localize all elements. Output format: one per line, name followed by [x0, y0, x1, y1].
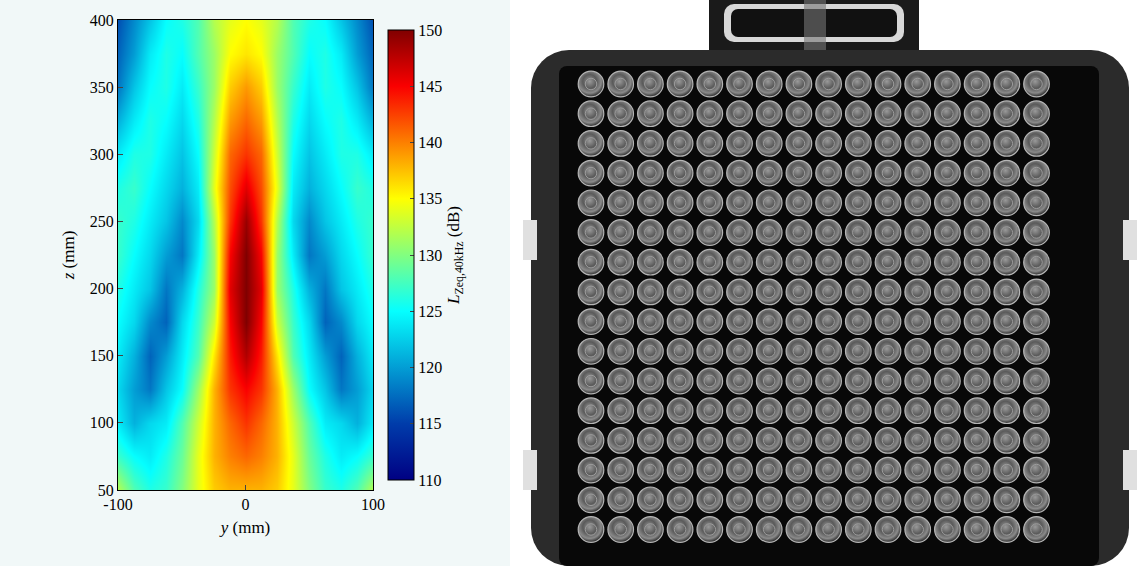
- svg-text:100: 100: [90, 414, 114, 431]
- svg-text:150: 150: [418, 22, 442, 39]
- svg-text:135: 135: [418, 190, 442, 207]
- svg-text:z (mm): z (mm): [59, 231, 78, 281]
- svg-text:250: 250: [90, 213, 114, 230]
- svg-text:350: 350: [90, 79, 114, 96]
- svg-text:130: 130: [418, 247, 442, 264]
- svg-text:145: 145: [418, 78, 442, 95]
- svg-text:50: 50: [98, 482, 114, 499]
- svg-text:125: 125: [418, 303, 442, 320]
- svg-text:L​Zeq,40kHz​ (dB): L​Zeq,40kHz​ (dB): [444, 206, 466, 305]
- svg-text:100: 100: [361, 496, 385, 513]
- svg-text:-100: -100: [103, 496, 132, 513]
- svg-text:200: 200: [90, 280, 114, 297]
- svg-text:0: 0: [242, 496, 250, 513]
- svg-text:115: 115: [418, 415, 441, 432]
- svg-text:150: 150: [90, 347, 114, 364]
- svg-text:300: 300: [90, 146, 114, 163]
- svg-text:y (mm): y (mm): [219, 518, 271, 537]
- svg-text:140: 140: [418, 134, 442, 151]
- svg-text:110: 110: [418, 472, 441, 489]
- svg-text:120: 120: [418, 359, 442, 376]
- svg-text:400: 400: [90, 12, 114, 29]
